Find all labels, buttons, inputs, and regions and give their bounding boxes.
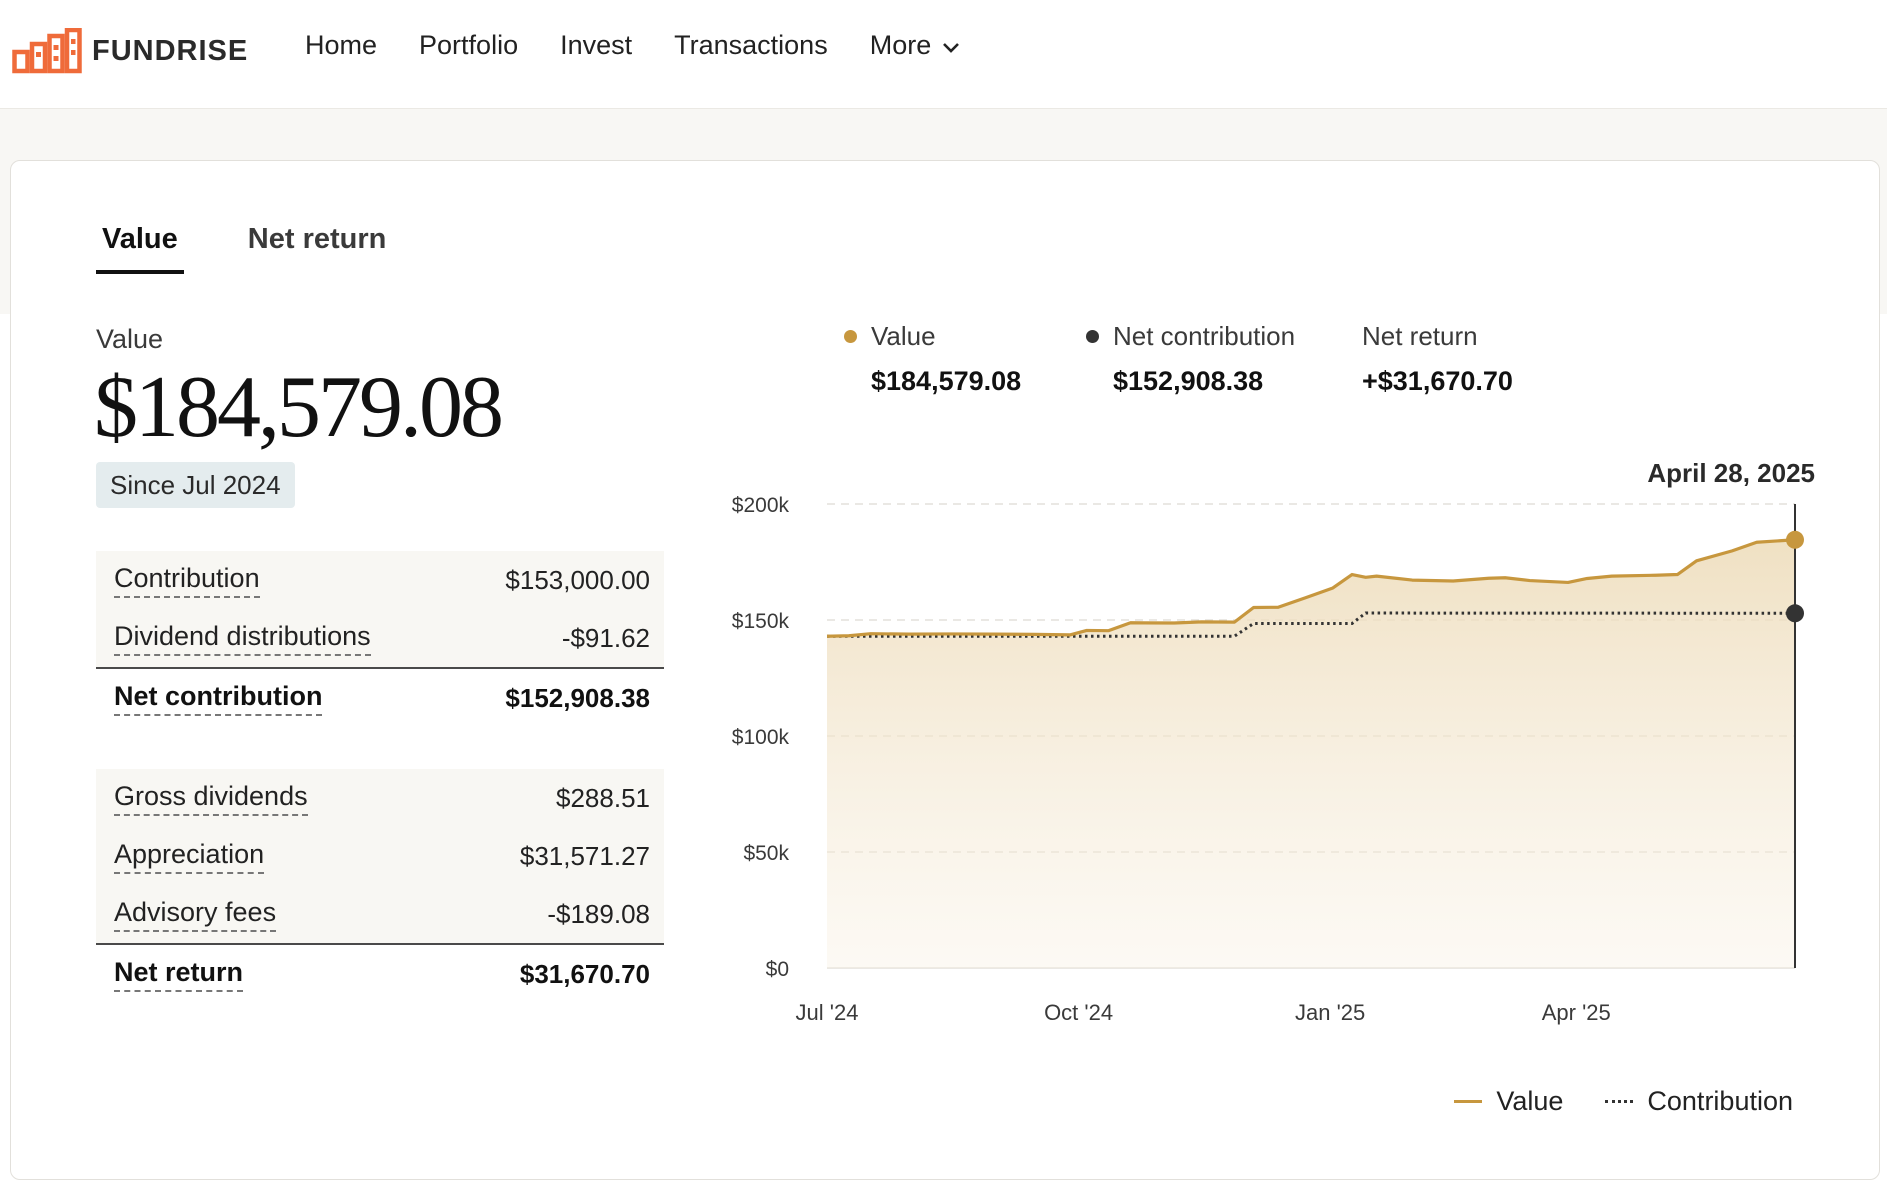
x-tick-label: Oct '24 xyxy=(1044,1000,1113,1025)
divider xyxy=(96,667,664,669)
nav-more-dropdown[interactable]: More xyxy=(870,30,962,61)
net-contribution-label[interactable]: Net contribution xyxy=(114,681,323,716)
gross-dividends-value: $288.51 xyxy=(556,783,650,813)
value-dot-icon xyxy=(844,330,857,343)
nav-more-label: More xyxy=(869,30,932,60)
contribution-breakdown: Contribution $153,000.00 Dividend distri… xyxy=(96,551,664,727)
buildings-logo-icon xyxy=(12,28,82,74)
legend-value: Value $184,579.08 xyxy=(844,321,1021,397)
x-tick-label: Jul '24 xyxy=(796,1000,859,1025)
nav-invest[interactable]: Invest xyxy=(560,30,633,60)
legend-item-value-label: Value xyxy=(1496,1086,1564,1116)
legend-value-amount: $184,579.08 xyxy=(871,366,1022,396)
appreciation-label[interactable]: Appreciation xyxy=(114,839,265,874)
legend-net-contribution-amount: $152,908.38 xyxy=(1113,366,1264,396)
gross-dividends-label[interactable]: Gross dividends xyxy=(114,781,308,816)
return-breakdown: Gross dividends $288.51 Appreciation $31… xyxy=(96,769,664,1003)
chart-tabs: Value Net return xyxy=(96,223,450,274)
y-tick-label: $150k xyxy=(732,610,790,633)
since-date-badge: Since Jul 2024 xyxy=(96,462,295,508)
contribution-value: $153,000.00 xyxy=(505,565,650,595)
legend-net-contribution: Net contribution $152,908.38 xyxy=(1086,321,1295,397)
chart-legend: Value Contribution xyxy=(1412,1086,1793,1117)
dividend-distributions-row: Dividend distributions -$91.62 xyxy=(96,609,664,667)
y-tick-label: $100k xyxy=(732,726,790,749)
contribution-label[interactable]: Contribution xyxy=(114,563,260,598)
dividend-distributions-value: -$91.62 xyxy=(561,623,650,653)
legend-item-contribution-label: Contribution xyxy=(1647,1086,1793,1116)
contribution-hover-marker xyxy=(1786,604,1804,623)
gross-dividends-row: Gross dividends $288.51 xyxy=(96,769,664,827)
fundrise-logo[interactable]: FUNDRISE xyxy=(12,28,248,74)
value-area-fill xyxy=(827,539,1795,968)
appreciation-row: Appreciation $31,571.27 xyxy=(96,827,664,885)
advisory-fees-row: Advisory fees -$189.08 xyxy=(96,885,664,943)
main-nav: Home Portfolio Invest Transactions More xyxy=(305,30,1003,61)
legend-value-label: Value xyxy=(871,321,936,351)
portfolio-value-chart[interactable]: $200k $150k $100k $50k $0 Jul '24 Oct '24 Jan '… xyxy=(11,161,1879,1179)
dotted-line-swatch xyxy=(1605,1100,1634,1103)
x-tick-label: Apr '25 xyxy=(1542,1000,1611,1025)
net-contribution-row: Net contribution $152,908.38 xyxy=(96,669,664,727)
hover-date-label: April 28, 2025 xyxy=(1647,458,1815,488)
value-label: Value xyxy=(96,324,164,354)
top-navigation-bar: FUNDRISE Home Portfolio Invest Transacti… xyxy=(0,0,1887,109)
nav-transactions[interactable]: Transactions xyxy=(674,30,828,60)
appreciation-value: $31,571.27 xyxy=(519,841,650,871)
net-return-row: Net return $31,670.70 xyxy=(96,945,664,1003)
dividend-distributions-label[interactable]: Dividend distributions xyxy=(114,621,371,656)
legend-net-return-label: Net return xyxy=(1362,321,1478,351)
net-contribution-value: $152,908.38 xyxy=(505,683,650,713)
net-return-value: $31,670.70 xyxy=(519,959,650,989)
solid-line-swatch xyxy=(1454,1100,1483,1103)
legend-net-return: Net return +$31,670.70 xyxy=(1362,321,1513,397)
legend-item-contribution[interactable]: Contribution xyxy=(1605,1086,1793,1117)
legend-item-value[interactable]: Value xyxy=(1454,1086,1563,1117)
y-tick-label: $200k xyxy=(732,494,790,517)
tab-net-return[interactable]: Net return xyxy=(247,223,387,255)
y-tick-label: $0 xyxy=(766,958,789,981)
brand-name: FUNDRISE xyxy=(92,34,249,67)
tab-value[interactable]: Value xyxy=(96,223,184,274)
legend-net-return-amount: +$31,670.70 xyxy=(1362,366,1513,396)
chevron-down-icon xyxy=(941,30,961,61)
net-contribution-dot-icon xyxy=(1086,330,1099,343)
y-tick-label: $50k xyxy=(743,842,789,865)
nav-home[interactable]: Home xyxy=(305,30,378,60)
legend-net-contribution-label: Net contribution xyxy=(1113,321,1296,351)
contribution-row: Contribution $153,000.00 xyxy=(96,551,664,609)
contribution-series-line xyxy=(827,611,1796,638)
divider xyxy=(96,943,664,945)
value-series-line xyxy=(826,538,1796,638)
net-return-label[interactable]: Net return xyxy=(114,957,244,992)
value-hover-marker xyxy=(1786,530,1804,549)
x-tick-label: Jan '25 xyxy=(1295,1000,1365,1025)
advisory-fees-value: -$189.08 xyxy=(547,899,650,929)
nav-portfolio[interactable]: Portfolio xyxy=(419,30,519,60)
advisory-fees-label[interactable]: Advisory fees xyxy=(114,897,277,932)
portfolio-value-card: Value Net return Value $184,579.08 Since… xyxy=(10,160,1880,1180)
portfolio-value-amount: $184,579.08 xyxy=(94,359,504,456)
